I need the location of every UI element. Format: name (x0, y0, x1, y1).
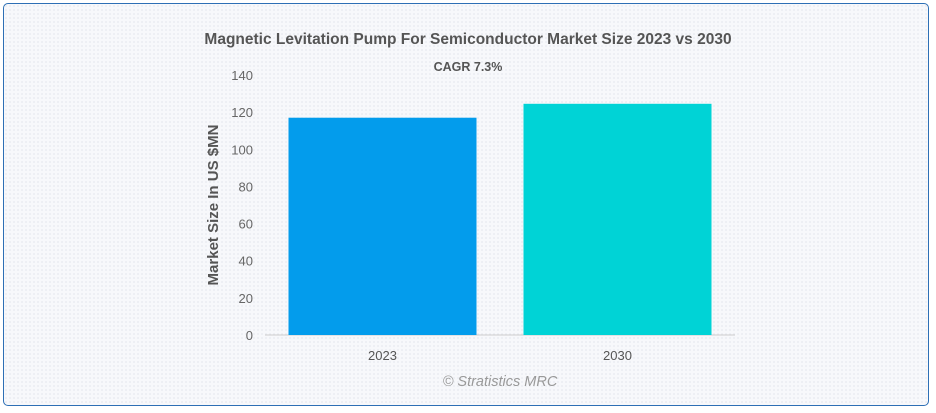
x-tick-label: 2023 (368, 348, 397, 363)
y-tick-label: 60 (239, 217, 253, 232)
y-tick-label: 120 (231, 105, 253, 120)
y-tick-label: 80 (239, 179, 253, 194)
y-tick-label: 100 (231, 142, 253, 157)
chart-subtitle: CAGR 7.3% (434, 60, 503, 74)
y-tick-label: 140 (231, 68, 253, 83)
bars (288, 103, 712, 336)
y-axis-ticks: 0 20 40 60 80 100 120 140 (231, 68, 253, 343)
x-tick-label: 2030 (603, 348, 632, 363)
bar-2023[interactable] (288, 117, 477, 335)
y-tick-label: 40 (239, 254, 253, 269)
y-tick-label: 20 (239, 291, 253, 306)
watermark: © Stratistics MRC (443, 374, 558, 390)
chart-title: Magnetic Levitation Pump For Semiconduct… (204, 31, 731, 48)
bar-2030[interactable] (523, 103, 712, 336)
y-axis-label: Market Size In US $MN (205, 125, 222, 286)
x-axis-ticks: 2023 2030 (368, 348, 632, 363)
y-tick-label: 0 (246, 328, 253, 343)
